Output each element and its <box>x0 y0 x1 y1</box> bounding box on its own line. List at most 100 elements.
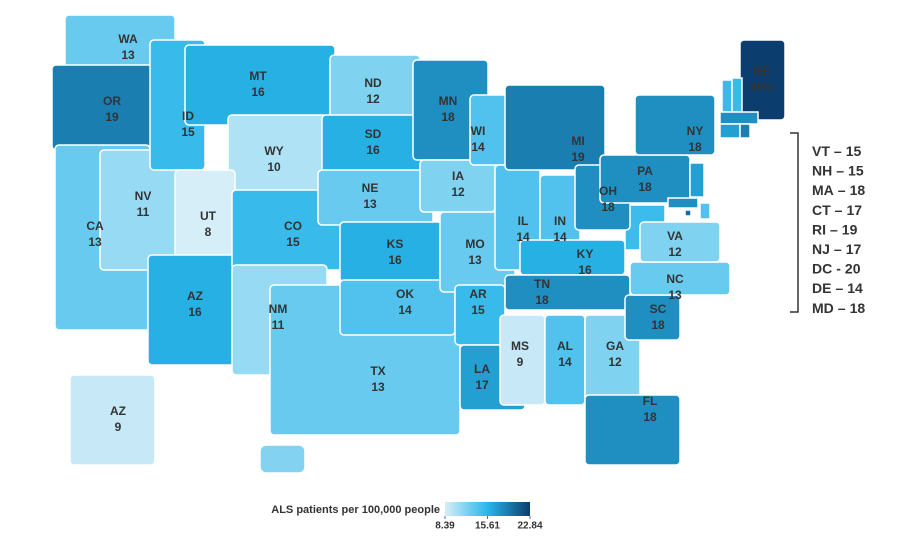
state-shape <box>639 221 721 263</box>
state-abbr: WA <box>118 32 138 46</box>
state-shape <box>69 374 156 466</box>
state-abbr: NE <box>362 181 379 195</box>
side-dash: – <box>838 300 846 316</box>
legend-tick-label: 15.61 <box>475 521 500 532</box>
side-state: DE <box>812 280 831 296</box>
small-state-shape <box>699 202 711 220</box>
state-value: 16 <box>188 305 202 319</box>
state-abbr: AR <box>469 287 487 301</box>
state-abbr: WY <box>264 144 283 158</box>
state-abbr: KY <box>577 247 594 261</box>
state-value: 14 <box>558 355 572 369</box>
side-value: 18 <box>850 300 866 316</box>
side-dash: – <box>836 162 844 178</box>
small-state-shape <box>667 197 699 209</box>
labels-layer: WA 13 OR 19 CA 13 NV 11 ID 15 MT 16 WY 10 UT 8 AZ 16 CO 15 N… <box>86 32 774 434</box>
side-list-item: RI –19 <box>812 221 858 237</box>
side-list-item: MD –18 <box>812 300 865 316</box>
state-shape <box>634 94 716 156</box>
state-value: 19 <box>105 110 119 124</box>
state-abbr: NY <box>687 124 704 138</box>
side-value: 19 <box>842 221 858 237</box>
state-value: 40% <box>750 80 774 94</box>
state-abbr: TX <box>370 364 385 378</box>
side-dash: – <box>835 202 843 218</box>
state-abbr: NM <box>269 302 288 316</box>
side-state: NH <box>812 162 832 178</box>
side-state: NJ <box>812 241 830 257</box>
state-abbr: KS <box>387 237 404 251</box>
side-value: 17 <box>846 241 862 257</box>
state-value: 14 <box>516 230 530 244</box>
side-list-item: NJ –17 <box>812 241 861 257</box>
small-state-shape <box>721 79 733 113</box>
state-value: 16 <box>578 263 592 277</box>
state-value: 18 <box>688 140 702 154</box>
side-value: 17 <box>846 202 862 218</box>
state-shape <box>519 239 626 276</box>
side-dash: – <box>830 221 838 237</box>
legend-bar <box>445 502 530 516</box>
state-abbr: AZ <box>110 404 126 418</box>
state-abbr: UT <box>200 209 217 223</box>
state-abbr: SD <box>365 127 382 141</box>
state-abbr: CA <box>86 219 104 233</box>
state-value: 15 <box>471 303 485 317</box>
side-list-item: NH –15 <box>812 162 864 178</box>
legend-tick-label: 8.39 <box>435 521 455 532</box>
small-state-shape <box>719 111 759 125</box>
side-list-item: MA –18 <box>812 182 865 198</box>
state-value: 17 <box>475 378 489 392</box>
state-abbr: NC <box>666 272 684 286</box>
state-hi <box>259 444 306 474</box>
state-abbr: OR <box>103 94 121 108</box>
state-shape <box>504 274 631 311</box>
legend-tick-label: 22.84 <box>517 521 542 532</box>
side-dash: – <box>835 280 843 296</box>
state-abbr: ND <box>364 76 382 90</box>
state-value: 14 <box>471 140 485 154</box>
state-value: 19 <box>571 150 585 164</box>
state-value: 8 <box>205 225 212 239</box>
side-list-item: DE –14 <box>812 280 863 296</box>
state-value: 11 <box>137 205 150 219</box>
state-value: 18 <box>601 200 615 214</box>
side-list-item: CT –17 <box>812 202 862 218</box>
state-abbr: SC <box>650 302 667 316</box>
state-abbr: MN <box>439 94 458 108</box>
side-value: 20 <box>845 260 861 276</box>
state-abbr: TN <box>534 277 550 291</box>
state-value: 18 <box>638 180 652 194</box>
state-abbr: IL <box>518 214 529 228</box>
state-abbr: NV <box>135 189 152 203</box>
side-dash: – <box>834 143 842 159</box>
state-abbr: MO <box>465 237 484 251</box>
side-value: 15 <box>846 143 862 159</box>
state-value: 10 <box>267 160 281 174</box>
state-value: 13 <box>371 380 385 394</box>
side-list-item: DC -20 <box>812 260 861 276</box>
side-value: 14 <box>847 280 863 296</box>
state-abbr: AL <box>557 339 573 353</box>
state-abbr: AZ <box>187 289 203 303</box>
state-value: 13 <box>668 288 682 302</box>
side-list-item: VT –15 <box>812 143 861 159</box>
state-value: 15 <box>181 125 195 139</box>
state-value: 12 <box>451 185 465 199</box>
state-shape <box>339 221 456 283</box>
state-value: 16 <box>251 85 265 99</box>
state-abbr: GA <box>606 339 624 353</box>
state-value: 18 <box>643 410 657 424</box>
state-abbr: OK <box>396 287 414 301</box>
states-layer <box>51 14 786 474</box>
state-value: 15 <box>286 235 300 249</box>
state-abbr: IN <box>554 214 566 228</box>
state-value: 18 <box>651 318 665 332</box>
small-state-shape <box>689 162 705 198</box>
side-value: 15 <box>848 162 864 178</box>
state-abbr: MI <box>571 134 584 148</box>
state-abbr: WI <box>471 124 486 138</box>
state-value: 13 <box>363 197 377 211</box>
small-state-shape <box>731 77 743 113</box>
